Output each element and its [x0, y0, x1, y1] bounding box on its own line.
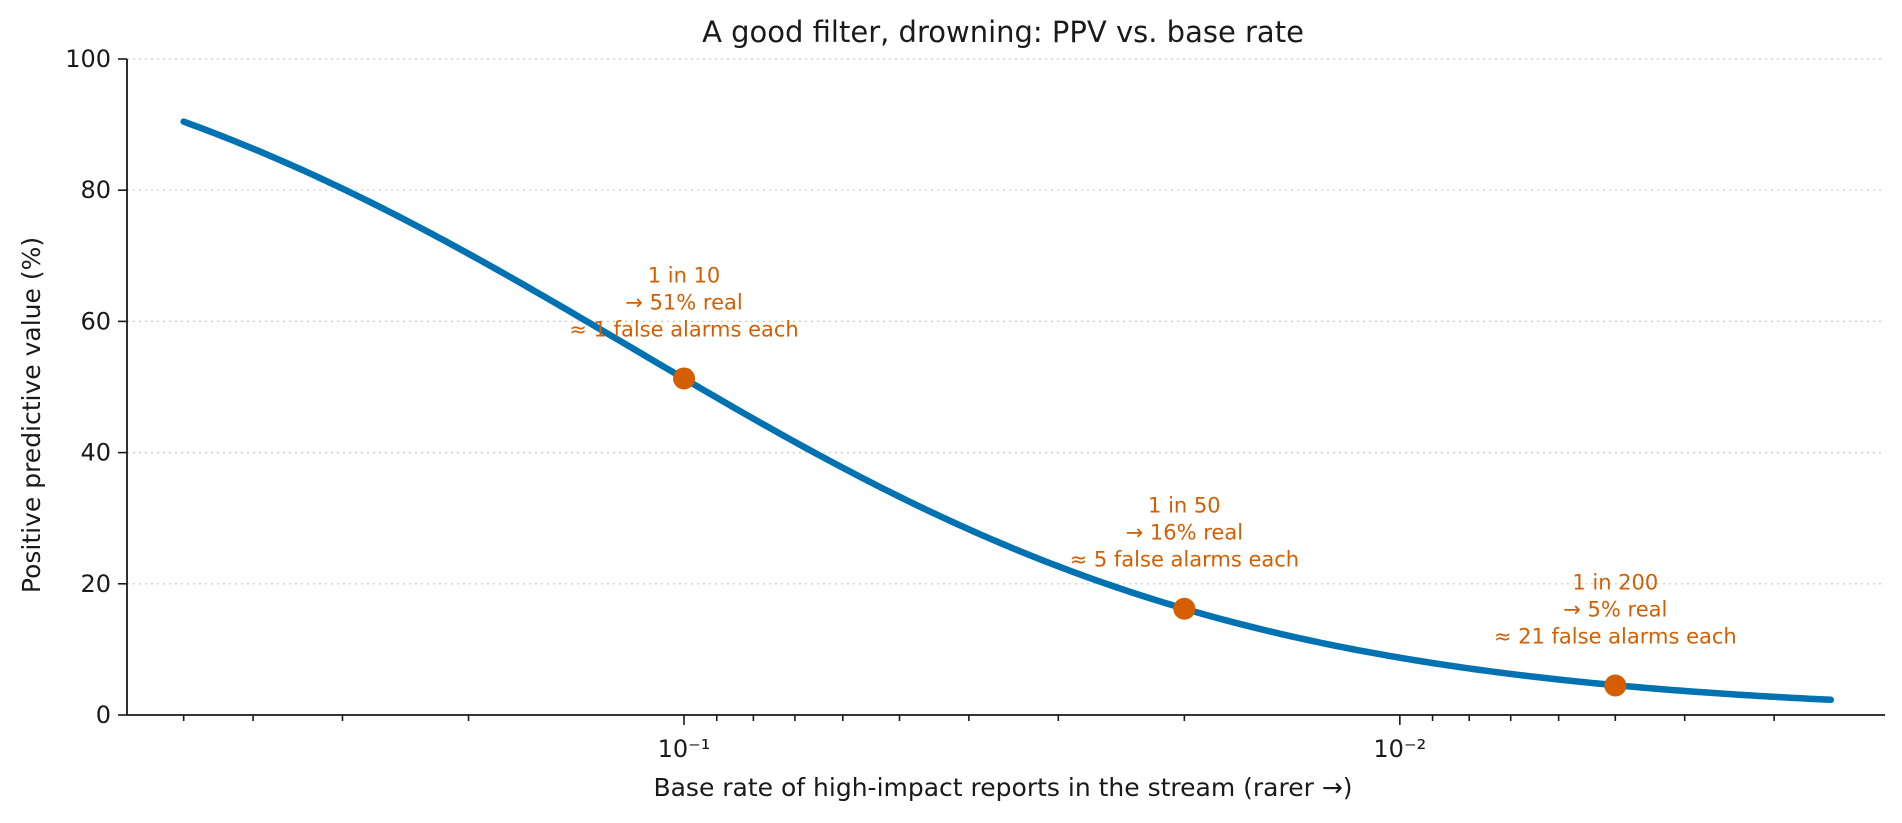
x-tick-label: 10⁻²	[1373, 735, 1426, 763]
chart-title: A good filter, drowning: PPV vs. base ra…	[702, 15, 1304, 49]
grid-lines	[127, 58, 1885, 585]
y-axis-label: Positive predictive value (%)	[17, 237, 46, 593]
point-annotation-line: ≈ 1 false alarms each	[569, 317, 799, 341]
y-tick-label: 0	[96, 701, 111, 729]
highlight-point	[1604, 674, 1627, 697]
point-annotation-line: ≈ 21 false alarms each	[1494, 624, 1737, 648]
ppv-curve-layer	[180, 118, 1835, 704]
highlight-point	[673, 367, 696, 390]
ppv-curve	[180, 118, 1835, 704]
y-tick-label: 80	[80, 176, 111, 204]
point-annotation-line: ≈ 5 false alarms each	[1070, 548, 1300, 572]
point-annotation-line: → 5% real	[1563, 597, 1667, 621]
point-annotation-line: 1 in 200	[1572, 570, 1658, 594]
point-annotation-line: 1 in 10	[648, 263, 721, 287]
y-tick-label: 40	[80, 439, 111, 467]
axes: 0 20 40 60 80 100 10⁻¹ 10⁻²	[65, 45, 1885, 763]
highlight-point	[1173, 597, 1196, 620]
point-annotation-line: 1 in 50	[1148, 494, 1221, 518]
point-annotation-line: → 51% real	[625, 290, 742, 314]
y-tick-label: 100	[65, 45, 111, 73]
x-axis-label: Base rate of high-impact reports in the …	[653, 773, 1352, 802]
y-tick-label: 60	[80, 307, 111, 335]
x-tick-label: 10⁻¹	[658, 735, 711, 763]
highlight-points-layer: 1 in 10 → 51% real ≈ 1 false alarms each 1 …	[569, 263, 1737, 697]
y-tick-label: 20	[80, 570, 111, 598]
point-annotation-line: → 16% real	[1126, 521, 1243, 545]
